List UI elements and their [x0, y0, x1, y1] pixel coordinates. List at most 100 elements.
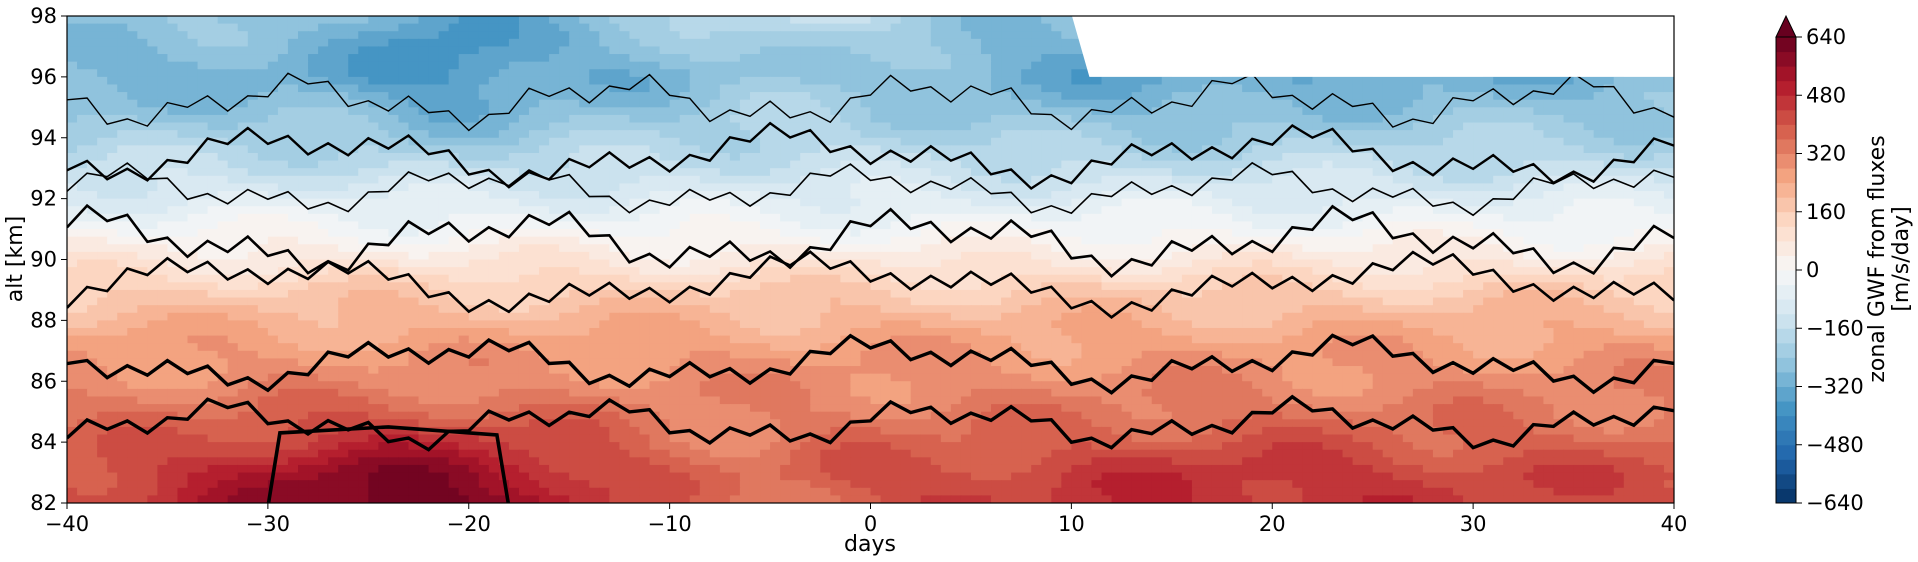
- heatmap-cell: [1392, 221, 1404, 230]
- heatmap-cell: [267, 183, 279, 192]
- heatmap-cell: [1643, 114, 1655, 124]
- heatmap-cell: [368, 46, 379, 55]
- heatmap-cell: [579, 213, 590, 223]
- heatmap-cell: [860, 183, 872, 192]
- heatmap-cell: [207, 244, 219, 253]
- heatmap-cell: [1101, 152, 1113, 162]
- heatmap-cell: [378, 114, 389, 124]
- heatmap-cell: [1332, 122, 1344, 131]
- heatmap-cell: [579, 16, 590, 25]
- heatmap-cell: [117, 69, 128, 78]
- heatmap-cell: [529, 244, 540, 253]
- heatmap-cell: [1091, 198, 1103, 207]
- heatmap-cell: [257, 54, 269, 63]
- heatmap-cell: [438, 23, 450, 32]
- heatmap-cell: [1432, 236, 1444, 245]
- heatmap-cell: [629, 168, 641, 177]
- heatmap-cell: [107, 122, 118, 131]
- heatmap-cell: [549, 168, 560, 177]
- heatmap-cell: [97, 16, 108, 25]
- heatmap-cell: [669, 175, 681, 185]
- heatmap-cell: [729, 168, 741, 177]
- heatmap-cell: [589, 99, 600, 108]
- heatmap-cell: [368, 175, 379, 185]
- heatmap-cell: [699, 130, 711, 139]
- heatmap-cell: [1312, 76, 1324, 86]
- heatmap-cell: [157, 84, 169, 93]
- heatmap-cell: [1151, 152, 1163, 162]
- heatmap-cell: [388, 183, 400, 192]
- heatmap-cell: [1533, 160, 1545, 169]
- heatmap-cell: [418, 152, 430, 162]
- heatmap-cell: [348, 46, 359, 55]
- heatmap-cell: [790, 38, 801, 48]
- heatmap-cell: [267, 114, 279, 124]
- heatmap-cell: [1031, 145, 1042, 154]
- heatmap-cell: [1322, 76, 1334, 86]
- heatmap-cell: [298, 130, 309, 139]
- heatmap-cell: [448, 114, 460, 124]
- heatmap-cell: [749, 122, 761, 131]
- heatmap-cell: [1161, 84, 1173, 93]
- heatmap-cell: [559, 229, 570, 238]
- heatmap-cell: [1483, 229, 1494, 238]
- heatmap-cell: [890, 84, 902, 93]
- heatmap-cell: [498, 198, 510, 207]
- heatmap-cell: [629, 183, 641, 192]
- heatmap-cell: [458, 168, 470, 177]
- heatmap-cell: [609, 183, 620, 192]
- heatmap-cell: [840, 130, 852, 139]
- heatmap-cell: [1131, 130, 1143, 139]
- heatmap-cell: [679, 38, 691, 48]
- heatmap-cell: [137, 191, 148, 200]
- heatmap-cell: [197, 152, 209, 162]
- heatmap-cell: [368, 31, 379, 40]
- heatmap-cell: [197, 69, 209, 78]
- heatmap-cell: [579, 191, 590, 200]
- heatmap-cell: [1262, 122, 1273, 131]
- heatmap-cell: [1312, 160, 1324, 169]
- heatmap-cell: [247, 244, 259, 253]
- heatmap-cell: [187, 130, 199, 139]
- heatmap-cell: [77, 107, 88, 116]
- heatmap-cell: [1011, 198, 1022, 207]
- heatmap-cell: [87, 137, 98, 146]
- heatmap-cell: [1312, 206, 1324, 215]
- heatmap-cell: [609, 145, 620, 154]
- heatmap-cell: [749, 107, 761, 116]
- heatmap-cell: [629, 92, 641, 101]
- heatmap-cell: [1503, 213, 1514, 223]
- heatmap-cell: [900, 152, 912, 162]
- heatmap-cell: [589, 198, 600, 207]
- heatmap-cell: [1282, 99, 1293, 108]
- heatmap-cell: [629, 46, 641, 55]
- heatmap-cell: [388, 221, 400, 230]
- heatmap-cell: [699, 31, 711, 40]
- heatmap-cell: [1061, 69, 1072, 78]
- heatmap-cell: [1021, 244, 1032, 253]
- heatmap-cell: [1211, 191, 1223, 200]
- heatmap-cell: [1392, 244, 1404, 253]
- heatmap-cell: [1513, 122, 1524, 131]
- heatmap-cell: [970, 183, 982, 192]
- heatmap-cell: [197, 213, 209, 223]
- heatmap-cell: [1031, 183, 1042, 192]
- heatmap-cell: [1091, 114, 1103, 124]
- heatmap-cell: [408, 183, 420, 192]
- heatmap-cell: [529, 61, 540, 70]
- heatmap-cell: [87, 236, 98, 245]
- heatmap-cell: [1001, 99, 1012, 108]
- heatmap-cell: [1131, 206, 1143, 215]
- heatmap-cell: [308, 92, 319, 101]
- heatmap-cell: [318, 122, 329, 131]
- heatmap-cell: [1322, 213, 1334, 223]
- heatmap-cell: [87, 122, 98, 131]
- heatmap-cell: [147, 46, 158, 55]
- heatmap-cell: [237, 76, 249, 86]
- heatmap-cell: [1613, 137, 1625, 146]
- heatmap-cell: [739, 213, 751, 223]
- heatmap-cell: [760, 130, 771, 139]
- heatmap-cell: [77, 23, 88, 32]
- heatmap-cell: [207, 46, 219, 55]
- heatmap-cell: [157, 251, 169, 261]
